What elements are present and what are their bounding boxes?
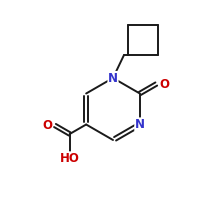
Text: O: O <box>42 119 52 132</box>
Text: N: N <box>108 72 118 84</box>
Text: HO: HO <box>60 152 80 165</box>
Text: O: O <box>159 78 169 90</box>
Text: N: N <box>135 118 145 131</box>
